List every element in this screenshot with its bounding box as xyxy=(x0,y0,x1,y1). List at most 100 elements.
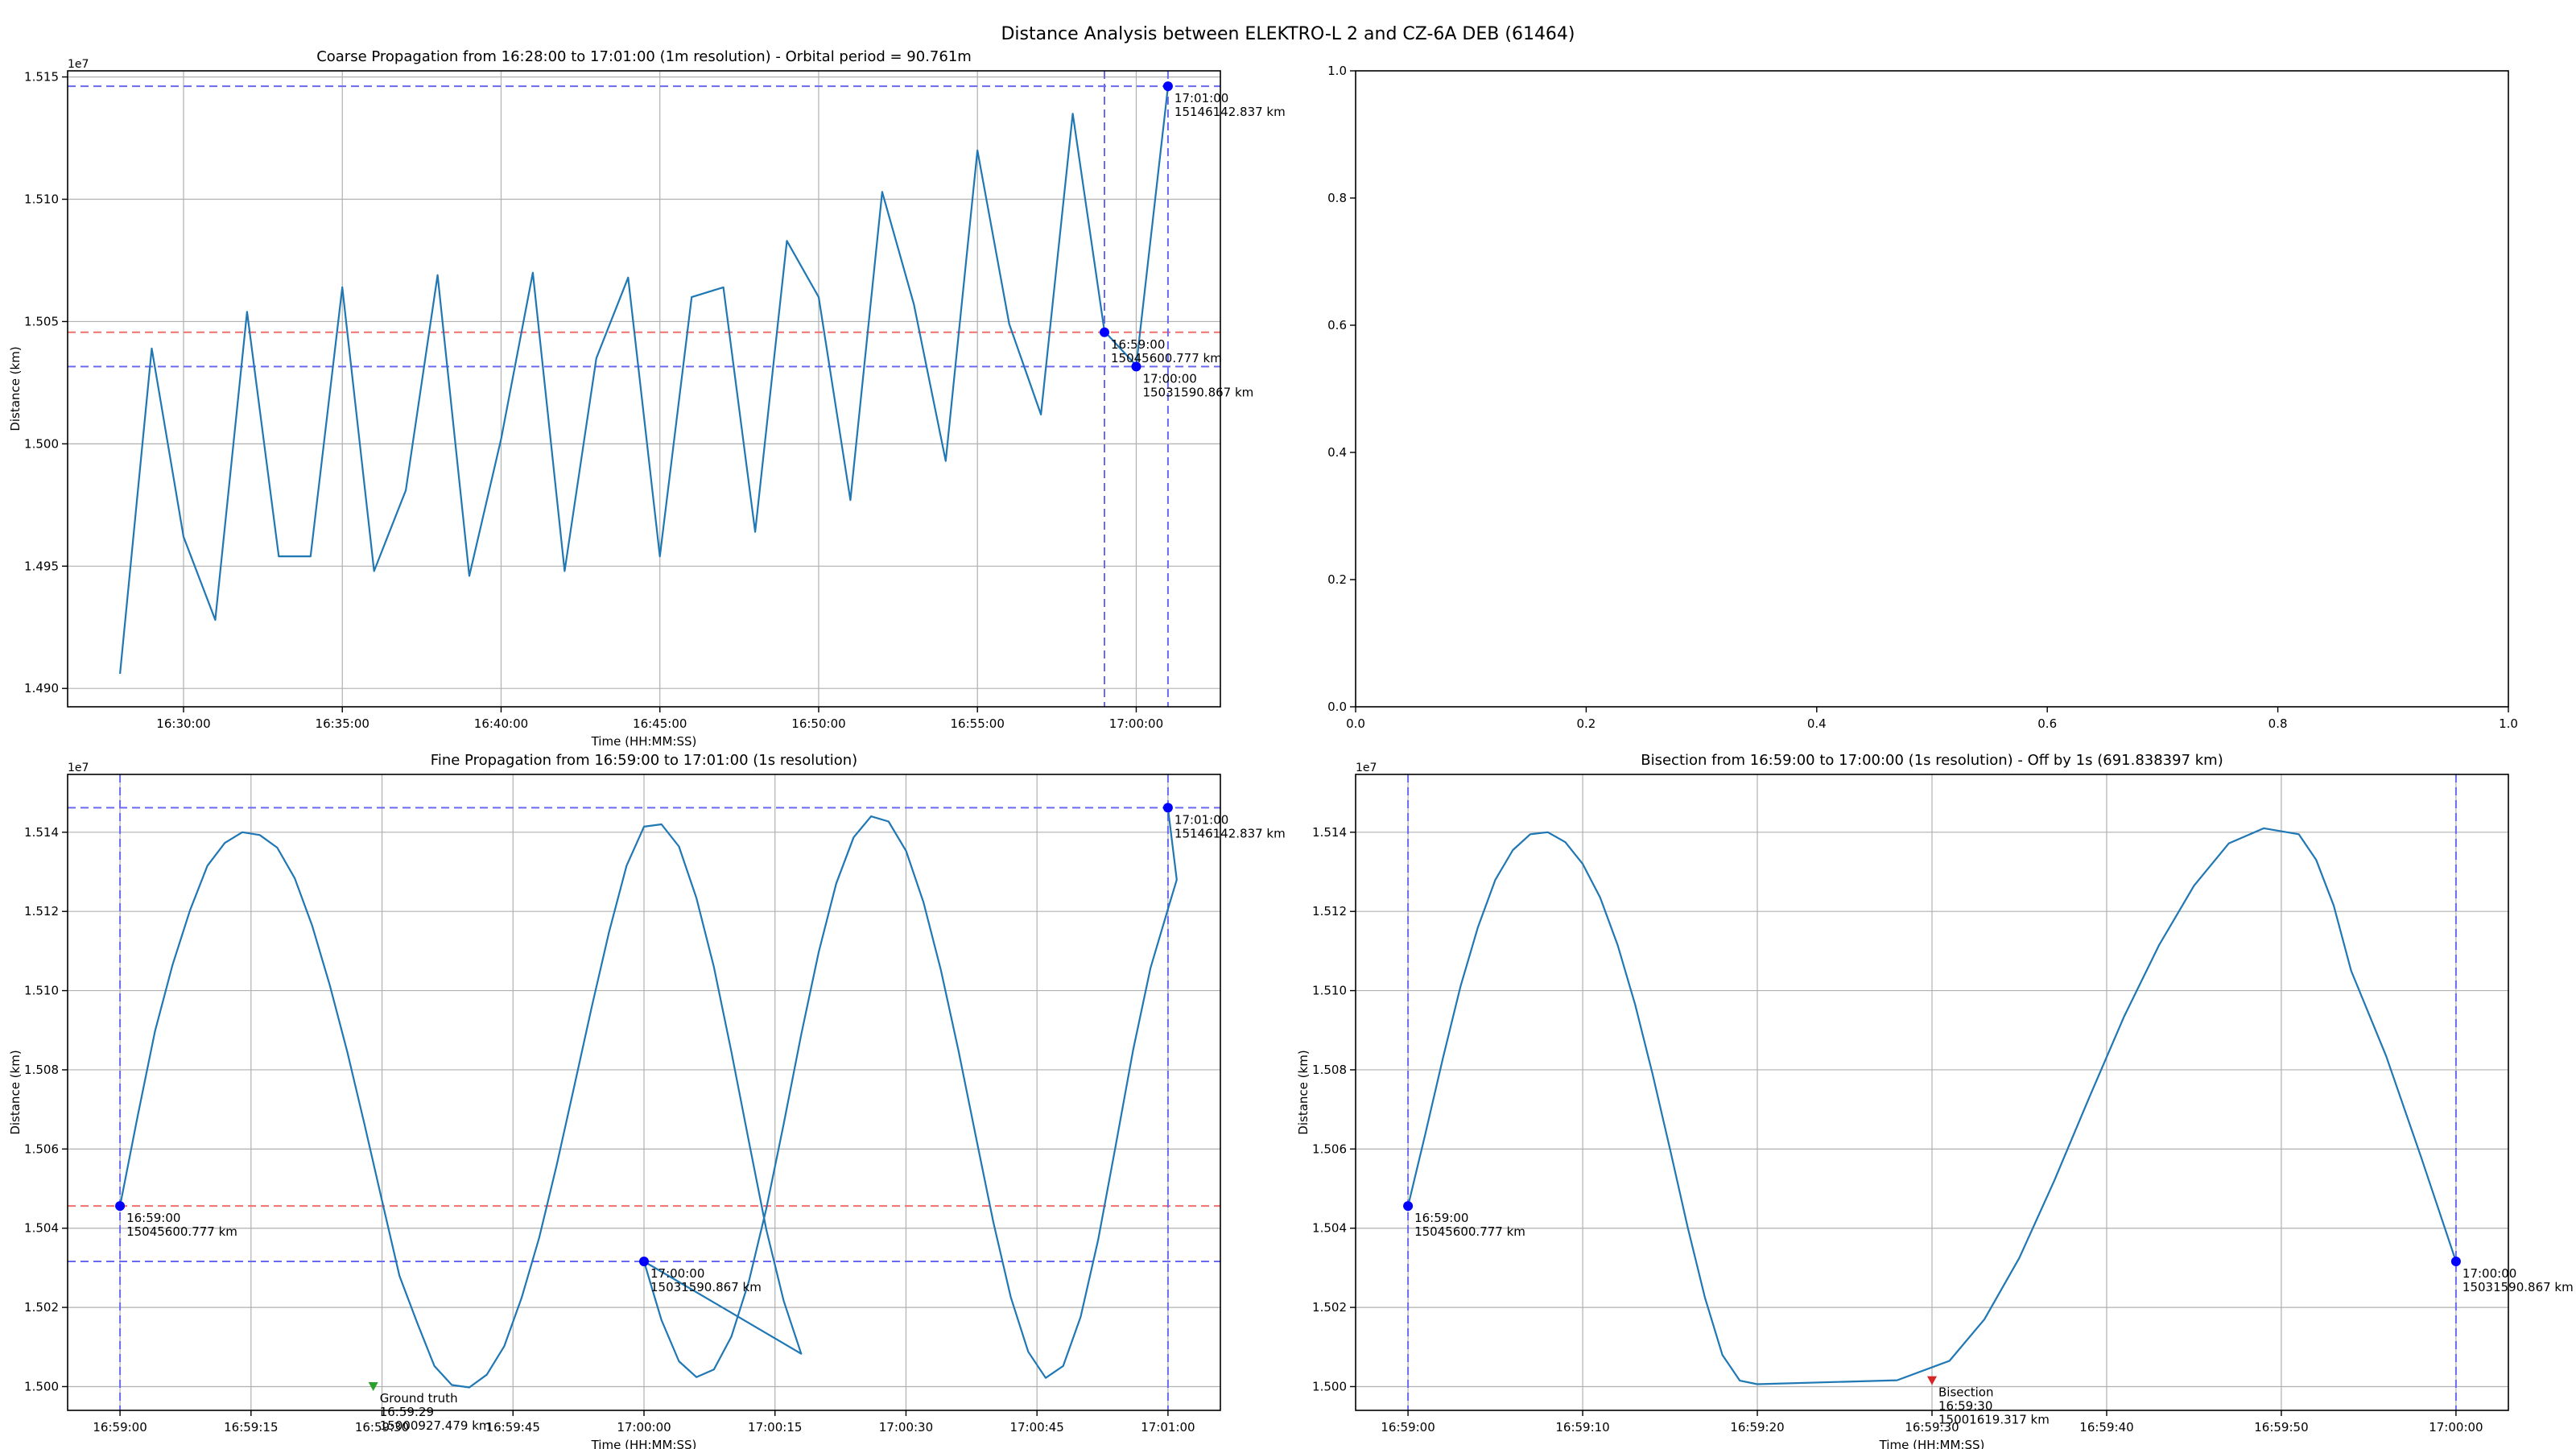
y-tick-label: 1.490 xyxy=(24,681,59,696)
empty-chart: 0.0 0.2 0.4 0.6 0.8 1.0 0.0 0.2 0.4 0.6 0.8 1.0 xyxy=(1327,64,2518,731)
data-point-marker xyxy=(1403,1201,1414,1212)
data-point-marker xyxy=(2450,1257,2461,1267)
y-axis-offset-label: 1e7 xyxy=(68,762,89,774)
y-tick-label: 1.502 xyxy=(24,1300,59,1315)
y-axis-label: Distance (km) xyxy=(1296,1050,1311,1134)
point-annotation-label: 15045600.777 km xyxy=(1111,351,1222,365)
x-tick-label: 0.0 xyxy=(1346,716,1365,731)
x-tick-label: 0.8 xyxy=(2268,716,2288,731)
y-tick-label: 1.0 xyxy=(1327,64,1347,78)
data-point-marker xyxy=(1162,803,1173,813)
point-annotation-label: Ground truth xyxy=(380,1391,458,1406)
point-annotation-label: 17:00:00 xyxy=(1142,371,1196,386)
y-tick-label: 1.508 xyxy=(1312,1063,1347,1077)
x-tick-label: 17:00:45 xyxy=(1009,1420,1063,1435)
y-tick-label: 1.514 xyxy=(1312,825,1347,840)
y-tick-label: 1.506 xyxy=(24,1141,59,1156)
annotation-marker xyxy=(368,1381,378,1391)
y-axis-offset-label: 1e7 xyxy=(68,58,89,71)
x-axis-label: Time (HH:MM:SS) xyxy=(591,1438,697,1449)
x-tick-label: 16:59:30 xyxy=(1905,1420,1959,1435)
y-tick-label: 1.508 xyxy=(24,1063,59,1077)
point-annotation-label: 16:59:00 xyxy=(1111,337,1165,352)
chart-title: Bisection from 16:59:00 to 17:00:00 (1s … xyxy=(1641,752,2223,769)
y-tick-label: 1.510 xyxy=(24,984,59,998)
y-tick-label: 0.0 xyxy=(1327,700,1347,714)
x-tick-label: 0.2 xyxy=(1576,716,1596,731)
point-annotation-label: 17:00:00 xyxy=(650,1266,704,1281)
x-tick-label: 0.4 xyxy=(1807,716,1827,731)
x-tick-label: 16:59:50 xyxy=(2254,1420,2308,1435)
x-tick-label: 16:40:00 xyxy=(474,716,528,731)
point-annotation-label: 15031590.867 km xyxy=(1142,385,1253,399)
x-axis-label: Time (HH:MM:SS) xyxy=(1879,1438,1985,1449)
y-tick-label: 1.502 xyxy=(1312,1300,1347,1315)
y-tick-label: 0.8 xyxy=(1327,191,1347,205)
axes-frame xyxy=(1355,70,2509,708)
chart-title: Coarse Propagation from 16:28:00 to 17:0… xyxy=(316,48,972,65)
y-tick-label: 1.512 xyxy=(24,904,59,919)
x-tick-label: 16:35:00 xyxy=(316,716,369,731)
point-annotation-label: 15031590.867 km xyxy=(2462,1280,2574,1294)
y-axis-label: Distance (km) xyxy=(8,346,23,431)
y-axis-offset-label: 1e7 xyxy=(1356,762,1377,774)
point-annotation-label: 15045600.777 km xyxy=(1414,1224,1525,1239)
y-tick-label: 0.4 xyxy=(1327,445,1347,460)
x-tick-label: 17:00:00 xyxy=(1109,716,1163,731)
y-tick-label: 1.500 xyxy=(24,436,59,451)
x-tick-label: 17:00:15 xyxy=(748,1420,802,1435)
y-tick-label: 1.495 xyxy=(24,559,59,573)
axes-frame xyxy=(67,70,1221,708)
x-tick-label: 16:59:00 xyxy=(1381,1420,1435,1435)
y-tick-label: 1.512 xyxy=(1312,904,1347,919)
x-tick-label: 16:59:20 xyxy=(1730,1420,1784,1435)
y-tick-label: 1.504 xyxy=(1312,1221,1347,1236)
point-annotation-label: 16:59:00 xyxy=(126,1211,180,1225)
point-annotation-label: 15000927.479 km xyxy=(380,1418,491,1433)
x-tick-label: 16:59:30 xyxy=(355,1420,409,1435)
x-tick-label: 16:45:00 xyxy=(633,716,687,731)
point-annotation-label: 15146142.837 km xyxy=(1174,826,1286,840)
y-tick-label: 0.2 xyxy=(1327,572,1347,587)
y-tick-label: 1.510 xyxy=(24,192,59,207)
point-annotation-label: Bisection xyxy=(1938,1385,1993,1400)
data-point-marker xyxy=(1162,81,1173,92)
y-axis-label: Distance (km) xyxy=(8,1050,23,1134)
data-point-marker xyxy=(1131,361,1141,372)
data-series-line xyxy=(1407,827,2457,1385)
x-tick-label: 17:00:30 xyxy=(879,1420,933,1435)
x-tick-label: 16:55:00 xyxy=(951,716,1005,731)
y-tick-label: 1.506 xyxy=(1312,1141,1347,1156)
x-tick-label: 1.0 xyxy=(2499,716,2518,731)
x-axis-label: Time (HH:MM:SS) xyxy=(591,734,697,749)
data-point-marker xyxy=(115,1201,126,1212)
figure-title: Distance Analysis between ELEKTRO-L 2 an… xyxy=(1001,24,1575,44)
x-tick-label: 16:59:15 xyxy=(224,1420,278,1435)
point-annotation-label: 15001619.317 km xyxy=(1938,1413,2050,1427)
y-tick-label: 1.504 xyxy=(24,1221,59,1236)
x-tick-label: 16:30:00 xyxy=(156,716,210,731)
x-tick-label: 16:59:00 xyxy=(93,1420,147,1435)
x-tick-label: 17:00:00 xyxy=(2429,1420,2483,1435)
point-annotation-label: 17:00:00 xyxy=(2462,1266,2516,1281)
x-tick-label: 17:00:00 xyxy=(617,1420,671,1435)
data-series-line xyxy=(119,86,1169,675)
y-tick-label: 1.515 xyxy=(24,70,59,85)
point-annotation-label: 16:59:29 xyxy=(380,1405,434,1419)
point-annotation-label: 16:59:30 xyxy=(1938,1399,1992,1414)
point-annotation-label: 16:59:00 xyxy=(1414,1211,1468,1225)
data-point-marker xyxy=(1100,327,1110,337)
y-tick-label: 1.510 xyxy=(1312,984,1347,998)
y-tick-label: 1.505 xyxy=(24,314,59,328)
y-tick-label: 1.514 xyxy=(24,825,59,840)
y-tick-label: 1.500 xyxy=(1312,1379,1347,1393)
x-tick-label: 0.6 xyxy=(2037,716,2057,731)
point-annotation-label: 15146142.837 km xyxy=(1174,105,1286,119)
data-series-line xyxy=(119,808,1178,1389)
point-annotation-label: 17:01:00 xyxy=(1174,812,1228,827)
x-tick-label: 16:50:00 xyxy=(791,716,845,731)
x-tick-label: 16:59:40 xyxy=(2079,1420,2133,1435)
